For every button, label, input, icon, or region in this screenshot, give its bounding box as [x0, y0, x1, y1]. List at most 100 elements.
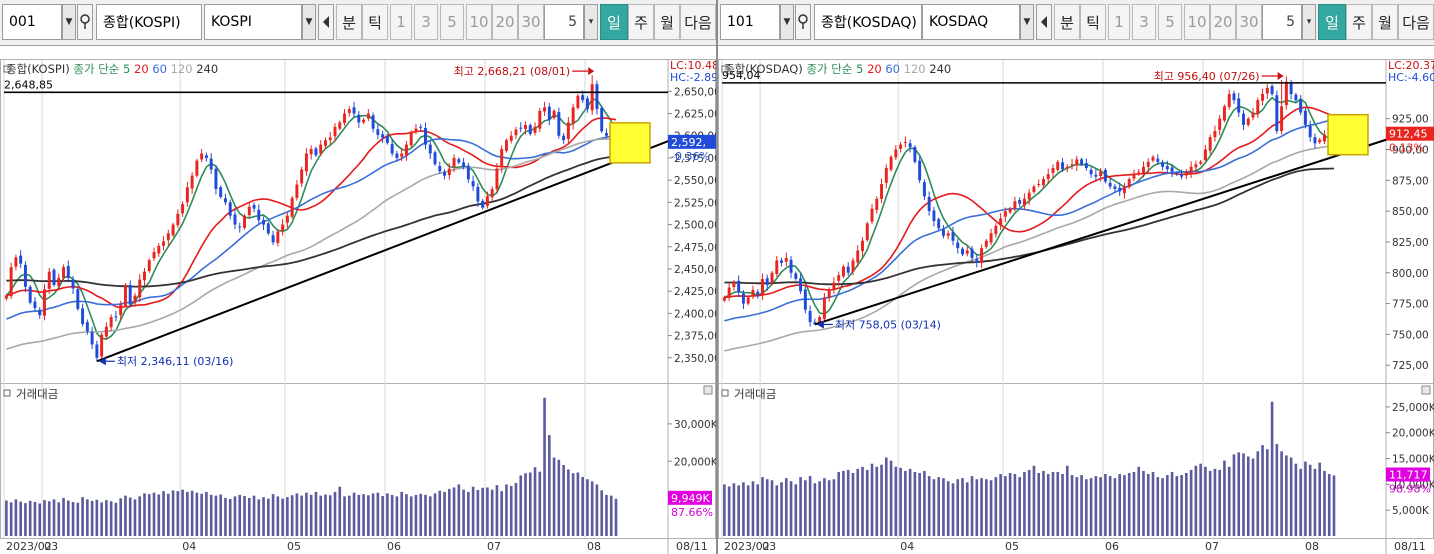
- kosdaq-period-input[interactable]: 5: [1262, 4, 1302, 40]
- kospi-period-input[interactable]: 5: [544, 4, 584, 40]
- kospi-volume-bar: [357, 494, 361, 536]
- kospi-candle-body: [581, 95, 585, 101]
- kospi-volume-bar: [66, 500, 70, 536]
- kospi-next-button[interactable]: 다음: [680, 4, 716, 40]
- kospi-candle-body: [566, 122, 570, 139]
- kospi-tick-button[interactable]: 틱: [362, 4, 388, 40]
- kospi-volume-bar: [495, 485, 499, 536]
- kospi-index-select[interactable]: KOSPI: [204, 4, 302, 40]
- kosdaq-tick-button[interactable]: 틱: [1080, 4, 1106, 40]
- kosdaq-index-dropdown[interactable]: ▼: [1020, 4, 1034, 40]
- kospi-volume-bar: [128, 497, 132, 536]
- kospi-volume-bar: [262, 497, 265, 536]
- kospi-interval-10[interactable]: 10: [466, 4, 492, 40]
- kosdaq-volume-bar: [1189, 469, 1193, 536]
- kosdaq-code-dropdown[interactable]: ▼: [780, 4, 794, 40]
- kosdaq-interval-3[interactable]: 3: [1132, 4, 1156, 40]
- kospi-code-input[interactable]: 001: [2, 4, 62, 40]
- kospi-x-tick-label: 03: [44, 540, 58, 553]
- kospi-volume-bar: [400, 491, 403, 536]
- kosdaq-search-button[interactable]: [795, 4, 811, 40]
- kospi-volume-bar: [343, 496, 346, 536]
- kosdaq-interval-20[interactable]: 20: [1210, 4, 1236, 40]
- kospi-candle-body: [204, 155, 208, 158]
- kosdaq-candle-body: [784, 257, 788, 262]
- kosdaq-interval-10[interactable]: 10: [1184, 4, 1210, 40]
- kospi-volume-bar: [405, 494, 408, 536]
- kospi-volume-bar: [324, 494, 327, 536]
- kospi-minute-button[interactable]: 분: [336, 4, 362, 40]
- kosdaq-volume-tick-label: 20,000K: [1392, 428, 1434, 440]
- kospi-interval-1[interactable]: 1: [390, 4, 412, 40]
- kospi-interval-5[interactable]: 5: [440, 4, 464, 40]
- kospi-prev-button[interactable]: [318, 4, 334, 40]
- kospi-candle-body: [123, 284, 127, 306]
- kospi-volume-bar: [395, 496, 399, 536]
- kosdaq-volume-bar: [1056, 471, 1060, 536]
- kospi-volume-bar: [205, 491, 208, 536]
- kosdaq-interval-1[interactable]: 1: [1108, 4, 1130, 40]
- kospi-candle-body: [162, 241, 166, 246]
- kosdaq-volume-bar: [1018, 477, 1021, 536]
- kospi-interval-30[interactable]: 30: [518, 4, 544, 40]
- kosdaq-candle-body: [1313, 137, 1317, 144]
- kospi-volume-bar: [309, 494, 313, 536]
- kosdaq-volume-bar: [1270, 401, 1274, 536]
- kosdaq-prev-button[interactable]: [1036, 4, 1052, 40]
- kosdaq-day-tab[interactable]: 일: [1318, 4, 1346, 40]
- kospi-search-button[interactable]: [77, 4, 93, 40]
- kosdaq-week-tab[interactable]: 주: [1346, 4, 1372, 40]
- kosdaq-chart-area[interactable]: 2023/02 03 04 05 06 07 08 08/11 925,00 900,00 875,…: [718, 46, 1434, 554]
- kosdaq-minute-button[interactable]: 분: [1054, 4, 1080, 40]
- kospi-volume-bar: [462, 489, 465, 536]
- kosdaq-candle-body: [975, 259, 979, 263]
- kosdaq-volume-bar: [846, 469, 850, 536]
- kosdaq-candle-body: [1013, 201, 1017, 209]
- kospi-week-tab[interactable]: 주: [628, 4, 654, 40]
- kosdaq-candle-body: [870, 208, 874, 222]
- kosdaq-legend-ma: 120: [904, 62, 930, 76]
- kosdaq-candle-body: [722, 297, 726, 301]
- kospi-candle-body: [547, 106, 551, 120]
- kospi-interval-20[interactable]: 20: [492, 4, 518, 40]
- kosdaq-ma120-line: [724, 144, 1335, 352]
- kospi-volume-bar: [200, 493, 203, 536]
- kosdaq-volume-bar: [1146, 474, 1150, 536]
- kosdaq-month-tab[interactable]: 월: [1372, 4, 1398, 40]
- kosdaq-x-tick-label: 07: [1205, 540, 1219, 553]
- kosdaq-y-tick-label: 850,00: [1392, 206, 1429, 218]
- kospi-volume-badge-bg: [668, 490, 712, 505]
- kosdaq-legend-ma: 240: [929, 62, 951, 76]
- panel-divider[interactable]: [716, 0, 718, 554]
- kospi-day-tab[interactable]: 일: [600, 4, 628, 40]
- kospi-hc-label: HC:-2.89: [670, 71, 716, 84]
- kosdaq-volume-bar: [751, 481, 755, 536]
- kosdaq-next-button[interactable]: 다음: [1398, 4, 1434, 40]
- kosdaq-candle-body: [1032, 186, 1036, 193]
- kospi-index-dropdown[interactable]: ▼: [302, 4, 316, 40]
- kosdaq-interval-5[interactable]: 5: [1158, 4, 1182, 40]
- kospi-interval-3[interactable]: 3: [414, 4, 438, 40]
- kospi-candle-body: [185, 187, 189, 203]
- kospi-candle-body: [262, 220, 266, 225]
- kosdaq-volume-bar: [1061, 474, 1064, 536]
- kosdaq-interval-30[interactable]: 30: [1236, 4, 1262, 40]
- kosdaq-code-input[interactable]: 101: [720, 4, 780, 40]
- kosdaq-candle-body: [1303, 110, 1307, 125]
- kospi-volume-bar: [433, 493, 437, 536]
- kospi-code-dropdown[interactable]: ▼: [62, 4, 76, 40]
- kosdaq-candle-body: [1222, 106, 1226, 121]
- kospi-month-tab[interactable]: 월: [654, 4, 680, 40]
- kospi-volume-bar: [557, 459, 561, 536]
- kospi-ma240-line: [6, 155, 617, 288]
- kosdaq-period-dropdown[interactable]: ▾: [1302, 4, 1316, 40]
- kosdaq-candle-body: [827, 290, 831, 299]
- kosdaq-volume-bar: [856, 468, 860, 536]
- kosdaq-index-select[interactable]: KOSDAQ: [922, 4, 1020, 40]
- kospi-volume-bar: [486, 487, 489, 536]
- kospi-volume-bar: [57, 502, 61, 536]
- kospi-period-dropdown[interactable]: ▾: [584, 4, 598, 40]
- kosdaq-volume-bar: [951, 483, 955, 536]
- kospi-candle-body: [14, 257, 18, 267]
